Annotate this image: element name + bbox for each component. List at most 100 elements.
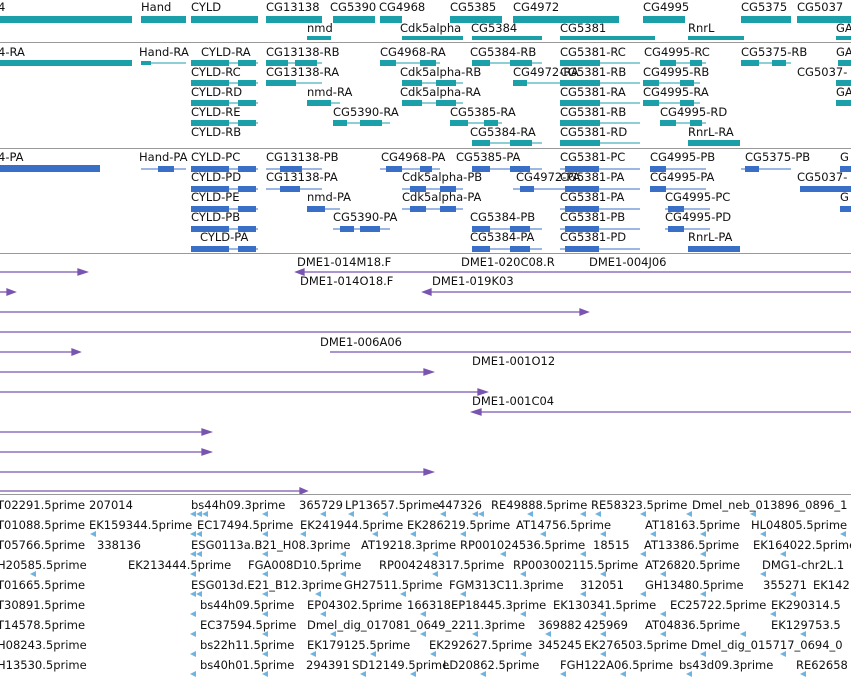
cds-label[interactable]: CYLD-PA [200,230,249,244]
transcript-label[interactable]: CG13138-RA [266,65,340,79]
cds-label[interactable]: CG5381-PA [560,170,625,184]
est-label[interactable]: LD20862.5prime [443,658,540,672]
est-label[interactable]: AT13386.5prime [644,538,740,552]
cds-label[interactable]: CG4995-PD [665,210,732,224]
est-label[interactable]: 166318 [407,598,451,612]
est-label[interactable]: AT04836.5prime [645,618,741,632]
transcript-label[interactable]: CYLD-RE [191,105,241,119]
est-label[interactable]: bs40h01.5prime [200,658,295,672]
cds-label[interactable]: CG4995-PA [650,170,715,184]
cds-label[interactable]: Cdk5alpha-PB [402,170,483,184]
clone-label[interactable]: DME1-001C04 [472,394,555,408]
transcript-label[interactable]: CG5390-RA [333,105,399,119]
est-label[interactable]: RE58323.5prime [591,498,688,512]
cds-label[interactable]: CG13138-PA [266,170,338,184]
est-label[interactable]: LP13657.5prime [345,498,440,512]
est-label[interactable]: EP04302.5prime [307,598,403,612]
cds-label[interactable]: CG5384-PB [470,210,536,224]
transcript-label[interactable]: RnrL-RA [688,125,734,139]
transcript-label[interactable]: CYLD-RB [191,125,242,139]
cds-label[interactable]: RnrL-PA [688,230,733,244]
gene-label[interactable]: CG5375 [741,0,788,14]
cds-label[interactable]: CG5381-PA [560,190,625,204]
est-label[interactable]: H20585.5prime [0,558,87,572]
cds-label[interactable]: CG5381-PC [560,150,626,164]
est-label[interactable]: Dmel_dig_017081_0649_2211.3prime [307,618,526,632]
est-label[interactable]: AT14756.5prime [516,518,612,532]
cds-label[interactable]: CG4995-PB [650,150,716,164]
cds-label[interactable]: G [840,190,849,204]
transcript-label[interactable]: CG5375-RB [741,45,808,59]
est-label[interactable]: EC37594.5prime [200,618,297,632]
est-label[interactable]: RP001024536.5prime [460,538,586,552]
transcript-label[interactable]: CG5385-RA [450,105,516,119]
cds-label[interactable]: CG4995-PC [665,190,731,204]
gene-label[interactable]: CG5037 [797,0,844,14]
transcript-label[interactable]: CG13138-RB [266,45,340,59]
est-label[interactable]: 338136 [97,538,141,552]
est-label[interactable]: 425969 [584,618,628,632]
transcript-label[interactable]: CG5384-RB [470,45,537,59]
est-label[interactable]: DMG1-chr2L.1 [762,558,845,572]
est-label[interactable]: RP004248317.5prime [379,558,505,572]
est-label[interactable]: EK159344.5prime [89,518,193,532]
est-label[interactable]: EK276503.5prime [584,638,688,652]
clone-label[interactable]: DME1-020C08.R [461,255,555,269]
cds-label[interactable]: nmd-PA [307,190,352,204]
cds-label[interactable]: CG5381-PD [560,230,627,244]
transcript-label[interactable]: CYLD-RA [201,45,251,59]
gene-label[interactable]: CG4972 [513,0,560,14]
est-label[interactable]: EK241944.5prime [300,518,404,532]
gene-label[interactable]: CG13138 [266,0,320,14]
gene-label[interactable]: CG5384 [471,21,518,35]
est-label[interactable]: 294391 [306,658,350,672]
cds-label[interactable]: CYLD-PB [191,210,241,224]
est-label[interactable]: bs44h09.5prime [200,598,295,612]
gene-label[interactable]: Hand [141,0,172,14]
est-label[interactable]: T30891.5prime [0,598,86,612]
gene-label[interactable]: CYLD [191,0,222,14]
transcript-label[interactable]: CG4972-RA [513,65,579,79]
cds-label[interactable]: CG5375-PB [745,150,811,164]
est-label[interactable]: AT19218.3prime [361,538,457,552]
cds-label[interactable]: CYLD-PE [191,190,240,204]
est-label[interactable]: Dmel_neb_013896_0896_1 [692,498,848,512]
clone-label[interactable]: DME1-014O18.F [300,274,394,288]
est-label[interactable]: EK292627.5prime [429,638,533,652]
est-label[interactable]: RE62658 [796,658,848,672]
est-label[interactable]: EK164022.5prime [753,538,851,552]
gene-label[interactable]: CG5385 [450,0,497,14]
est-label[interactable]: FGH122A06.5prime [560,658,674,672]
est-label[interactable]: EP18445.3prime [451,598,547,612]
transcript-label[interactable]: CG4995-RD [660,105,728,119]
clone-label[interactable]: DME1-019K03 [432,274,514,288]
gene-label[interactable]: 4 [0,0,6,14]
est-label[interactable]: 18515 [593,538,630,552]
gene-label[interactable]: nmd [307,21,333,35]
transcript-label[interactable]: CG4968-RA [380,45,446,59]
transcript-label[interactable]: 4-RA [0,45,25,59]
est-label[interactable]: 369882 [538,618,582,632]
transcript-label[interactable]: CG4995-RA [643,85,709,99]
cds-label[interactable]: Cdk5alpha-PA [402,190,482,204]
gene-label[interactable]: RnrL [688,21,715,35]
est-label[interactable]: T14578.5prime [0,618,86,632]
clone-label[interactable]: DME1-001O12 [472,354,556,368]
cds-label[interactable]: G [840,150,849,164]
cds-label[interactable]: CG4972-PA [516,170,581,184]
est-label[interactable]: 355271 [763,578,807,592]
est-label[interactable]: EK213444.5prime [128,558,232,572]
est-label[interactable]: Dmel_dig_015717_0694_0 [691,638,843,652]
transcript-label[interactable]: GA [836,45,851,59]
est-label[interactable]: T01088.5prime [0,518,86,532]
cds-label[interactable]: Hand-PA [139,150,188,164]
cds-label[interactable]: CG13138-PB [266,150,339,164]
est-label[interactable]: HL04805.5prime [751,518,848,532]
est-label[interactable]: bs44h09.3prime [191,498,286,512]
est-label[interactable]: 447326 [438,498,482,512]
est-label[interactable]: H13530.5prime [0,658,87,672]
transcript-label[interactable]: CG5381-RD [560,125,628,139]
transcript-label[interactable]: CG5381-RC [560,45,626,59]
est-label[interactable]: bs22h11.5prime [200,638,295,652]
cds-label[interactable]: CG4968-PA [381,150,446,164]
